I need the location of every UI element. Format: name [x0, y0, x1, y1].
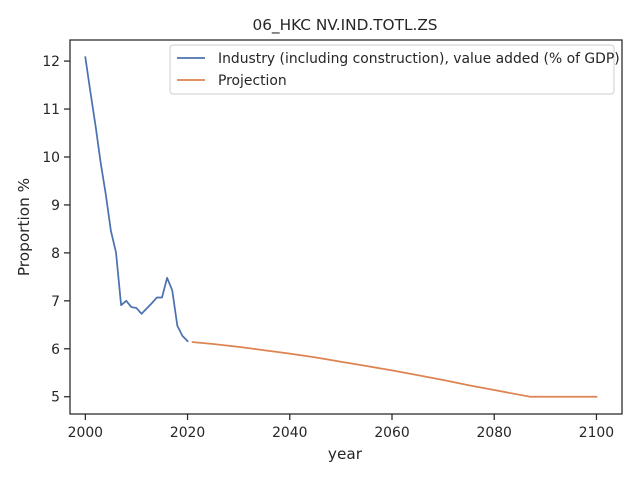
y-tick-label: 11 — [42, 102, 60, 118]
plot-frame — [69, 39, 623, 415]
y-tick-label: 8 — [51, 246, 60, 262]
y-tick-label: 10 — [42, 150, 60, 166]
legend-label: Industry (including construction), value… — [218, 51, 620, 67]
plot-area: 2000 2020 2040 2060 2080 2100 5 6 7 8 9 10 11 12 — [42, 39, 623, 441]
x-tick-label: 2100 — [579, 425, 614, 441]
legend-label: Projection — [218, 73, 287, 89]
y-tick-label: 7 — [51, 294, 60, 310]
x-tick-label: 2060 — [374, 425, 409, 441]
y-tick-label: 9 — [51, 198, 60, 214]
legend-box — [169, 44, 615, 95]
y-tick-label: 6 — [51, 342, 60, 358]
chart-title: 06_HKC NV.IND.TOTL.ZS — [252, 16, 437, 35]
x-tick-label: 2080 — [477, 425, 512, 441]
y-tick-label: 5 — [51, 390, 60, 406]
x-tick-label: 2040 — [272, 425, 307, 441]
series-line-industry — [84, 56, 189, 343]
y-tick-label: 12 — [42, 54, 60, 70]
x-tick-label: 2000 — [68, 425, 103, 441]
y-axis-label: Proportion % — [15, 178, 33, 276]
x-tick-label: 2020 — [170, 425, 205, 441]
x-axis-label: year — [328, 445, 363, 463]
series-line-projection — [191, 341, 598, 398]
legend: Industry (including construction), value… — [169, 44, 620, 95]
